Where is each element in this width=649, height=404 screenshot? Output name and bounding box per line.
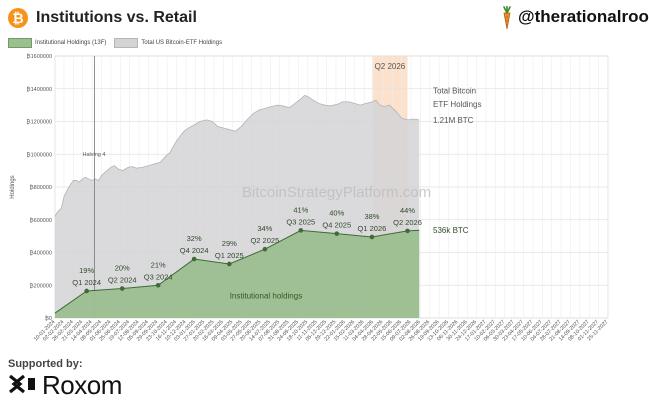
- chart-legend: Institutional Holdings (13F) Total US Bi…: [8, 37, 222, 49]
- y-tick-label: ₿0: [45, 315, 52, 322]
- carrot-icon: [503, 6, 511, 30]
- institutional-data-point: [369, 234, 375, 240]
- y-tick-label: ₿1400000: [27, 86, 52, 93]
- institutional-holdings-area: [55, 230, 420, 318]
- etf-holdings-line: [54, 94, 420, 217]
- institutional-value: 536k BTC: [433, 226, 469, 235]
- total-etf-label-line2: ETF Holdings: [433, 100, 481, 109]
- y-tick-label: ₿1200000: [27, 119, 52, 126]
- institutional-data-point: [262, 246, 268, 252]
- y-axis-label: Holdings: [10, 175, 16, 198]
- author-handle: @therationalroot: [518, 7, 649, 26]
- total-etf-value: 1.21M BTC: [433, 116, 474, 125]
- institutional-data-point: [84, 288, 89, 294]
- chart-header: ₿ Institutions vs. Retail @therationalro…: [0, 0, 649, 36]
- point-quarter-label: Q2 2026: [393, 218, 422, 227]
- institutional-holdings-line: [54, 229, 420, 314]
- point-pct-label: 29%: [222, 239, 237, 248]
- highlight-label: Q2 2026: [375, 62, 406, 71]
- point-quarter-label: Q2 2024: [108, 276, 137, 285]
- legend-swatch-institutional: [8, 38, 32, 48]
- y-tick-label: ₿600000: [30, 217, 52, 224]
- point-pct-label: 19%: [79, 266, 94, 275]
- institutional-data-point: [334, 231, 340, 236]
- y-tick-label: ₿800000: [30, 184, 52, 191]
- point-quarter-label: Q1 2026: [358, 224, 387, 233]
- point-quarter-label: Q1 2025: [215, 251, 244, 260]
- legend-item-etf[interactable]: Total US Bitcoin-ETF Holdings: [114, 38, 222, 48]
- legend-item-institutional[interactable]: Institutional Holdings (13F): [8, 38, 106, 48]
- total-etf-label-line1: Total Bitcoin: [433, 87, 476, 96]
- point-pct-label: 44%: [400, 206, 415, 215]
- holdings-chart: ₿0 ₿200000 ₿400000 ₿600000 ₿800000 ₿1000000 ₿1…: [10, 53, 609, 343]
- legend-label-etf: Total US Bitcoin-ETF Holdings: [141, 40, 223, 46]
- bitcoin-icon: ₿: [8, 8, 28, 28]
- y-tick-label: ₿1600000: [27, 53, 52, 60]
- institutional-data-point: [227, 261, 232, 267]
- halving-label: Halving 4: [82, 152, 105, 158]
- point-quarter-label: Q4 2024: [180, 246, 209, 255]
- legend-label-institutional: Institutional Holdings (13F): [35, 40, 107, 46]
- institutional-area-label: Institutional holdings: [230, 291, 303, 300]
- point-quarter-label: Q4 2025: [322, 221, 351, 230]
- sponsor-name: Roxom: [42, 370, 122, 400]
- point-quarter-label: Q1 2024: [72, 278, 101, 287]
- point-pct-label: 34%: [257, 224, 272, 233]
- institutional-data-point: [298, 228, 304, 233]
- institutional-data-point: [191, 256, 197, 262]
- point-pct-label: 40%: [329, 209, 344, 218]
- point-quarter-label: Q3 2024: [144, 272, 173, 281]
- legend-swatch-etf: [114, 38, 139, 48]
- roxom-logo-icon: [9, 374, 35, 394]
- point-quarter-label: Q2 2025: [250, 236, 279, 245]
- point-pct-label: 20%: [115, 264, 130, 273]
- y-tick-label: ₿1000000: [27, 151, 52, 158]
- point-quarter-label: Q3 2025: [286, 217, 315, 226]
- point-pct-label: 38%: [364, 212, 379, 221]
- point-pct-label: 41%: [293, 205, 308, 214]
- y-tick-label: ₿400000: [30, 250, 52, 257]
- point-pct-label: 32%: [187, 234, 202, 243]
- institutional-data-point: [155, 282, 161, 288]
- chart-title: Institutions vs. Retail: [36, 9, 197, 26]
- point-pct-label: 21%: [151, 260, 166, 269]
- institutional-data-point: [405, 228, 410, 234]
- watermark: BitcoinStrategyPlatform.com: [242, 184, 431, 201]
- institutional-data-point: [119, 286, 125, 291]
- supported-by-label: Supported by:: [8, 358, 83, 370]
- y-tick-label: ₿200000: [30, 282, 52, 289]
